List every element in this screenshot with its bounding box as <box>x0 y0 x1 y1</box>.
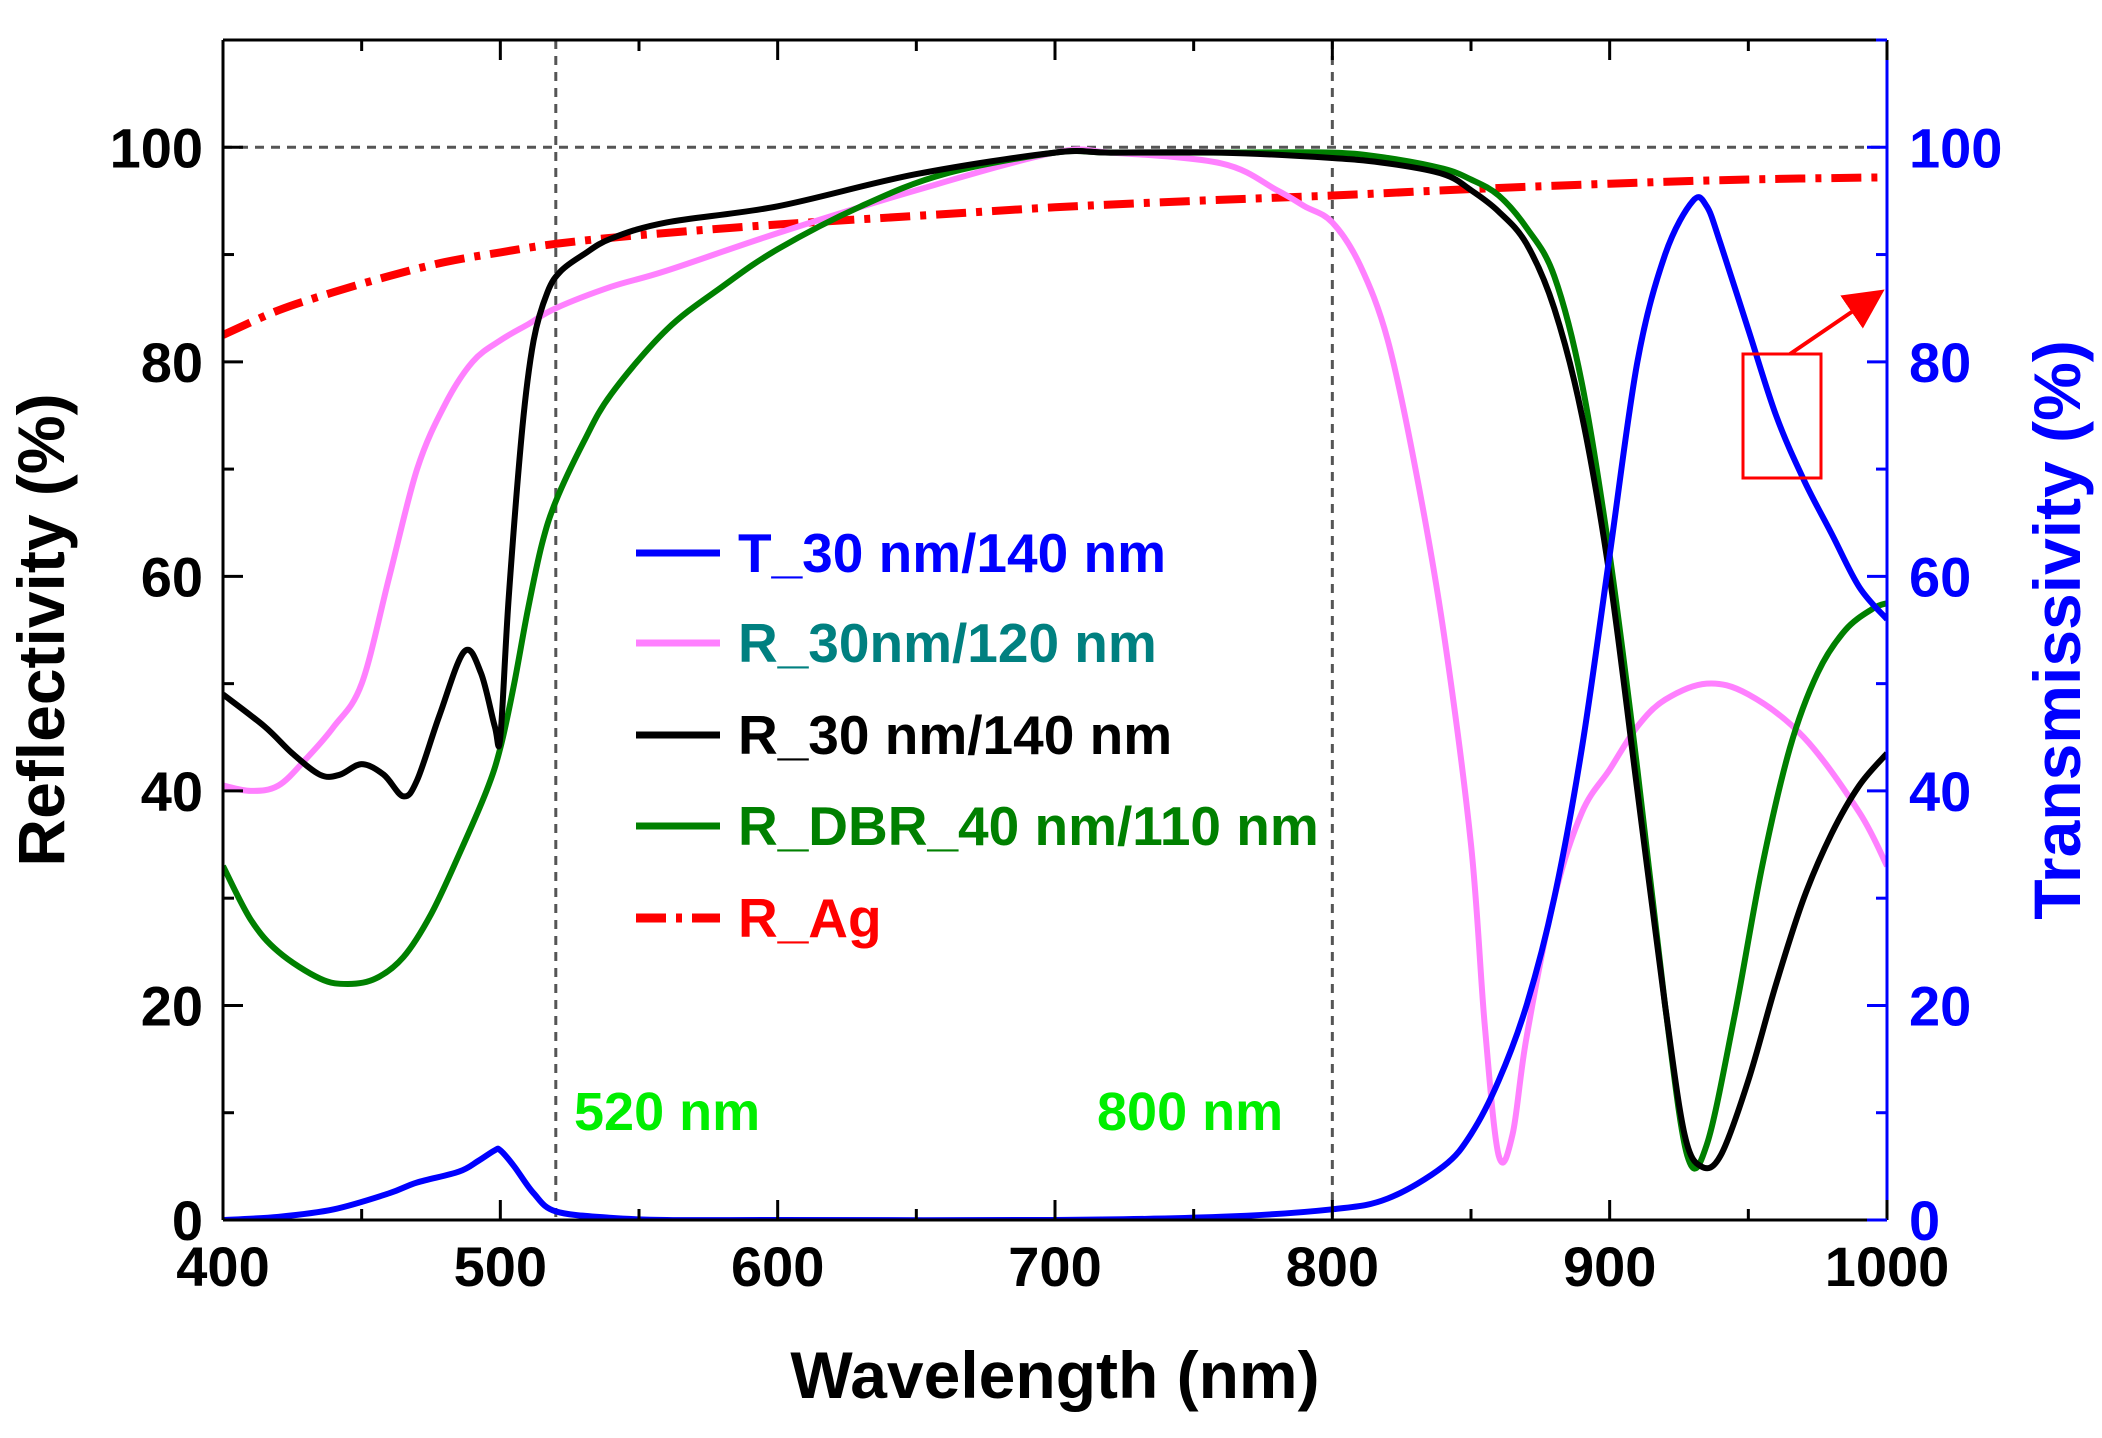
y2-tick-label: 40 <box>1909 760 1971 823</box>
highlight-arrow <box>1788 289 1885 356</box>
annotation-520nm: 520 nm <box>574 1082 760 1142</box>
y2-tick-label: 60 <box>1909 545 1971 608</box>
x-axis-title: Wavelength (nm) <box>790 1338 1319 1412</box>
legend-label-2: R_30 nm/140 nm <box>738 704 1172 766</box>
annotation-800nm: 800 nm <box>1097 1082 1283 1142</box>
y2-tick-label: 100 <box>1909 116 2002 179</box>
legend: T_30 nm/140 nm R_30nm/120 nm R_30 nm/140… <box>636 522 1319 949</box>
legend-label-0: T_30 nm/140 nm <box>738 522 1166 584</box>
x-tick-label: 600 <box>731 1235 824 1298</box>
x-tick-label: 700 <box>1008 1235 1101 1298</box>
y-tick-label: 40 <box>141 760 203 823</box>
y-axis-title: Reflectivity (%) <box>4 393 78 866</box>
legend-label-1: R_30nm/120 nm <box>738 612 1157 674</box>
y-tick-label: 60 <box>141 545 203 608</box>
series-line-1 <box>223 146 1887 1166</box>
highlight-box <box>1741 352 1823 480</box>
y-tick-label: 100 <box>110 116 203 179</box>
x-tick-label: 900 <box>1563 1235 1656 1298</box>
y2-tick-label: 0 <box>1909 1189 1940 1252</box>
y-tick-label: 80 <box>141 331 203 394</box>
x-tick-label: 400 <box>176 1235 269 1298</box>
series-line-0 <box>223 194 1887 1220</box>
y2-tick-label: 20 <box>1909 974 1971 1037</box>
series-layer <box>223 146 1887 1220</box>
legend-label-4: R_Ag <box>738 887 882 949</box>
series-line-4 <box>223 173 1887 339</box>
x-tick-label: 800 <box>1286 1235 1379 1298</box>
axis-ticks: 400 500 600 700 800 900 1000020406080100020406… <box>110 38 2002 1298</box>
x-tick-label: 1000 <box>1825 1235 1950 1298</box>
x-tick-label: 500 <box>454 1235 547 1298</box>
series-line-2 <box>223 148 1887 1172</box>
y2-tick-label: 80 <box>1909 331 1971 394</box>
legend-label-3: R_DBR_40 nm/110 nm <box>738 795 1319 857</box>
y2-axis-title: Transmissivity (%) <box>2020 340 2094 920</box>
reference-lines <box>223 40 1887 1220</box>
y-tick-label: 20 <box>141 974 203 1037</box>
y-tick-label: 0 <box>172 1189 203 1252</box>
